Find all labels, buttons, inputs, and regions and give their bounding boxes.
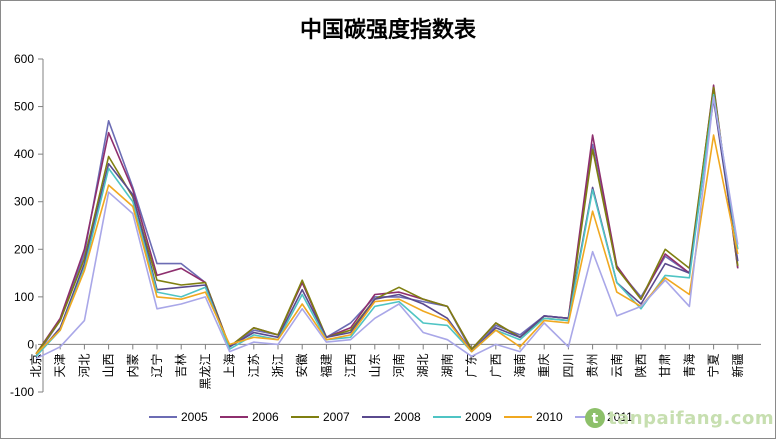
x-category-label: 陕西 <box>633 353 648 377</box>
axes <box>42 59 761 392</box>
x-category-label: 上海 <box>222 353 237 377</box>
x-category-label: 河北 <box>77 353 91 377</box>
x-category-label: 贵州 <box>586 353 600 377</box>
x-axis-categories: 北京 天津 河北 山西 内蒙 辽宁 吉林 黑龙江 上海 江苏 浙江 安徽 福建 江西 山东 河南 湖北 湖南 广东广… <box>29 344 745 389</box>
y-tick-label: 200 <box>14 242 34 256</box>
x-category-label: 内蒙 <box>126 353 140 377</box>
x-category-label: 福建 <box>318 353 333 377</box>
y-tick-label: -100 <box>10 385 34 399</box>
series-line-2009 <box>35 93 739 357</box>
y-tick-label: 600 <box>14 52 34 66</box>
legend-label: 2008 <box>394 410 421 424</box>
x-category-label: 江西 <box>344 353 358 377</box>
x-category-label: 天津 <box>53 353 67 377</box>
legend-label: 2009 <box>465 410 492 424</box>
chart-title: 中国碳强度指数表 <box>300 17 477 43</box>
x-category-label: 黑龙江 <box>198 353 212 389</box>
y-tick-label: 100 <box>14 290 34 304</box>
watermark: t tanpaifang.com <box>584 404 774 436</box>
x-category-label: 辽宁 <box>149 353 164 377</box>
series-line-2011 <box>35 96 739 360</box>
series-line-2006 <box>35 84 739 355</box>
y-tick-label: 0 <box>27 337 34 351</box>
legend-label: 2006 <box>252 410 279 424</box>
legend-label: 2007 <box>323 410 350 424</box>
legend-label: 2010 <box>536 410 563 424</box>
legend-label: 2005 <box>181 410 208 424</box>
x-category-label: 山西 <box>102 353 116 377</box>
x-category-label: 湖北 <box>415 353 430 377</box>
series-line-2010 <box>35 134 739 355</box>
x-category-label: 海南 <box>512 353 527 377</box>
x-category-label: 甘肃 <box>658 353 672 377</box>
x-category-label: 云南 <box>609 353 624 377</box>
x-category-label: 青海 <box>681 353 696 377</box>
x-category-label: 四川 <box>561 353 575 377</box>
x-category-label: 宁夏 <box>706 353 721 377</box>
x-category-label: 广东 <box>465 353 479 377</box>
watermark-text: tanpaifang.com <box>608 408 775 429</box>
x-category-label: 新疆 <box>730 353 745 377</box>
series-lines <box>35 84 739 360</box>
legend: 2005 2006 2007 2008 2009 2010 2011 <box>149 410 633 424</box>
y-axis-ticks: -100 0 100 200 300 400 500 600 <box>10 52 43 399</box>
svg-text:t: t <box>592 411 599 427</box>
x-category-label: 安徽 <box>294 353 309 377</box>
y-tick-label: 500 <box>14 100 34 114</box>
y-tick-label: 400 <box>14 147 34 161</box>
y-tick-label: 300 <box>14 195 34 209</box>
x-category-label: 湖南 <box>439 353 454 377</box>
x-category-label: 重庆 <box>537 353 551 377</box>
x-category-label: 吉林 <box>174 353 188 377</box>
x-category-label: 山东 <box>368 353 382 377</box>
x-category-label: 北京 <box>29 353 43 377</box>
x-category-label: 浙江 <box>271 353 285 377</box>
legend-label: 2011 <box>607 410 633 424</box>
series-line-2008 <box>35 98 739 357</box>
series-line-2007 <box>35 86 739 355</box>
tanpaifang-logo-icon: t <box>585 408 605 428</box>
x-category-label: 河南 <box>391 353 406 377</box>
x-category-label: 广西 <box>489 353 503 377</box>
x-category-label: 江苏 <box>247 353 261 377</box>
